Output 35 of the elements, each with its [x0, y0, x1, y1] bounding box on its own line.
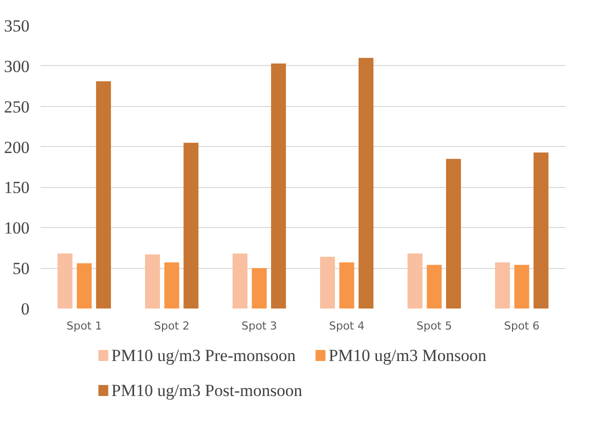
y-tick-label: 0 — [21, 300, 30, 318]
x-tick-label: Spot 3 — [242, 320, 278, 332]
bar — [320, 256, 335, 308]
bar — [358, 58, 374, 308]
x-tick-label: Spot 2 — [154, 320, 190, 332]
bar — [184, 142, 198, 308]
bar — [271, 64, 286, 308]
bar — [514, 264, 530, 308]
bar — [145, 254, 160, 308]
bar — [232, 254, 248, 308]
y-tick-label: 350 — [4, 16, 30, 36]
bar — [96, 81, 111, 308]
x-tick-label: Spot 6 — [504, 320, 540, 332]
y-tick-label: 250 — [4, 97, 30, 116]
bar — [495, 262, 510, 308]
y-tick-label: 300 — [4, 56, 30, 76]
y-tick-label: 150 — [4, 178, 30, 198]
x-tick-label: Spot 1 — [66, 320, 102, 332]
bar — [339, 262, 354, 308]
legend-label: PM10 ug/m3 Pre-monsoon — [111, 346, 296, 365]
bar — [426, 264, 442, 308]
legend-label: PM10 ug/m3 Monsoon — [328, 346, 487, 365]
y-tick-label: 200 — [4, 138, 30, 157]
bar — [534, 152, 548, 308]
bar — [446, 158, 461, 308]
bar — [408, 254, 422, 308]
bar — [164, 262, 180, 308]
x-tick-label: Spot 5 — [416, 320, 452, 332]
bar — [58, 254, 72, 308]
legend-label: PM10 ug/m3 Post-monsoon — [111, 381, 303, 400]
x-tick-label: Spot 4 — [329, 320, 365, 332]
bar — [252, 268, 267, 308]
y-tick-label: 100 — [4, 218, 30, 238]
bar — [76, 263, 92, 308]
y-tick-label: 50 — [12, 259, 30, 278]
